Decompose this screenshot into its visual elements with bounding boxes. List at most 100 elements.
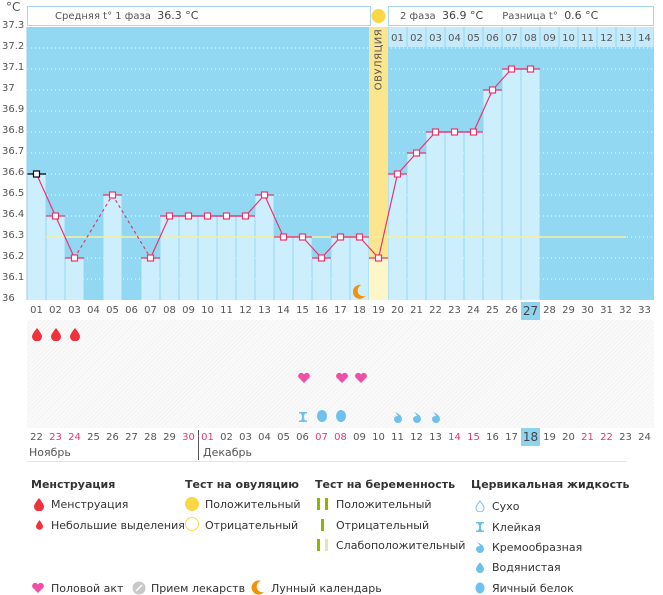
temperature-bar	[255, 195, 274, 300]
cycle-day-label: 18	[353, 305, 366, 316]
date-label: 24	[638, 432, 651, 443]
cycle-day-label: 23	[448, 305, 461, 316]
fluid-eggwhite-icon	[475, 582, 485, 594]
cycle-day-label: 22	[429, 305, 442, 316]
cycle-day-label: 20	[391, 305, 404, 316]
temperature-point	[32, 170, 41, 178]
y-tick-label: 37.2	[2, 41, 25, 52]
phase2-summary: 2 фаза 36.9 °C Разница t° 0.6 °C	[388, 6, 654, 26]
date-label: 12	[410, 432, 423, 443]
temperature-bar	[331, 237, 350, 300]
top-day-label: 04	[448, 33, 461, 44]
temperature-bar	[103, 195, 122, 300]
date-label: 11	[391, 432, 404, 443]
top-day-cell	[464, 27, 483, 47]
temperature-point	[108, 191, 117, 199]
top-day-cell	[521, 27, 540, 47]
date-label: 25	[87, 432, 100, 443]
cycle-day-label: 17	[334, 305, 347, 316]
cervical-fluid-egg-white-icon	[316, 408, 328, 427]
top-day-label: 05	[467, 33, 480, 44]
temperature-bar	[293, 237, 312, 300]
temperature-point	[70, 254, 79, 262]
y-tick-label: 36.4	[2, 209, 25, 220]
temperature-bar	[426, 132, 445, 300]
diff-value: 0.6 °C	[564, 9, 599, 22]
top-day-cell	[578, 27, 597, 47]
date-label: 23	[619, 432, 632, 443]
y-tick-label: 36.5	[2, 188, 25, 199]
temperature-bar	[198, 216, 217, 300]
ovulation-label-text: ОВУЛЯЦИЯ	[373, 28, 385, 91]
temperature-bar	[274, 237, 293, 300]
ovulation-positive-icon	[185, 497, 199, 511]
cycle-day-label: 08	[163, 305, 176, 316]
temperature-bar	[65, 258, 84, 300]
temperature-bar	[217, 216, 236, 300]
temperature-point	[260, 191, 269, 199]
date-label: 24	[68, 432, 81, 443]
legend-moon-calendar: Лунный календарь	[271, 582, 382, 595]
temperature-point	[393, 170, 402, 178]
y-tick-label: 36.8	[2, 125, 25, 136]
date-label: 06	[296, 432, 309, 443]
cervical-fluid-egg-white-icon	[335, 408, 347, 427]
temperature-point	[526, 65, 535, 73]
legend-fluid-watery: Водянистая	[492, 561, 561, 574]
top-day-cell	[426, 27, 445, 47]
cycle-day-label: 33	[638, 305, 651, 316]
legend-intercourse: Половой акт	[51, 582, 124, 595]
temperature-bar	[483, 90, 502, 300]
top-day-cell	[635, 27, 654, 47]
top-day-label: 09	[543, 33, 556, 44]
ovulation-column	[369, 27, 388, 258]
top-day-label: 01	[391, 33, 404, 44]
menstruation-drop-icon	[50, 326, 62, 345]
date-label: 09	[353, 432, 366, 443]
cervical-fluid-sticky-icon	[297, 408, 309, 427]
legend-fluid-sticky: Клейкая	[492, 521, 541, 534]
temperature-point	[51, 212, 60, 220]
ovulation-label: ОВУЛЯЦИЯ	[370, 28, 388, 91]
y-tick-label: 36.9	[2, 104, 25, 115]
legend-ovulation-positive: Положительный	[205, 498, 301, 511]
month-december: Декабрь	[203, 446, 252, 459]
phase2-value: 36.9 °C	[442, 9, 484, 22]
temperature-bar	[141, 258, 160, 300]
date-label: 16	[486, 432, 499, 443]
legend-ovulation-test-title: Тест на овуляцию	[185, 478, 299, 491]
date-label: 01	[201, 432, 214, 443]
top-day-label: 02	[410, 33, 423, 44]
top-day-cell	[445, 27, 464, 47]
top-day-label: 06	[486, 33, 499, 44]
legend-spotting-item: Небольшие выделения	[51, 519, 185, 532]
top-day-label: 10	[562, 33, 575, 44]
top-day-cell	[540, 27, 559, 47]
menstruation-drop-icon	[31, 326, 43, 345]
cycle-day-label: 13	[258, 305, 271, 316]
cycle-day-label: 12	[239, 305, 252, 316]
date-label: 29	[163, 432, 176, 443]
pregnancy-positive-icon	[317, 498, 320, 510]
phase1-value: 36.3 °C	[157, 9, 199, 22]
ovulation-column-lower	[369, 258, 388, 300]
date-label: 18	[521, 428, 540, 446]
temperature-point	[412, 149, 421, 157]
legend-pregnancy-test-title: Тест на беременность	[315, 478, 456, 491]
date-label: 26	[106, 432, 119, 443]
date-label: 13	[429, 432, 442, 443]
temperature-point	[146, 254, 155, 262]
intercourse-heart-icon	[297, 369, 311, 388]
medication-pill-icon	[132, 581, 146, 595]
temperature-point	[488, 86, 497, 94]
legend-fluid-dry: Сухо	[492, 500, 520, 513]
bbt-chart: 01 02 03 04 05 06 07 08 09 10 11 12 13 14	[26, 9, 654, 300]
cervical-fluid-creamy-icon	[430, 408, 442, 427]
top-day-label: 12	[600, 33, 613, 44]
temperature-point	[431, 128, 440, 136]
temperature-line-segment	[54, 215, 76, 259]
temperature-bar	[236, 216, 255, 300]
temperature-point	[184, 212, 193, 220]
phase1-label: Средняя t° 1 фаза	[55, 11, 151, 22]
y-axis-unit: °C	[6, 0, 21, 14]
